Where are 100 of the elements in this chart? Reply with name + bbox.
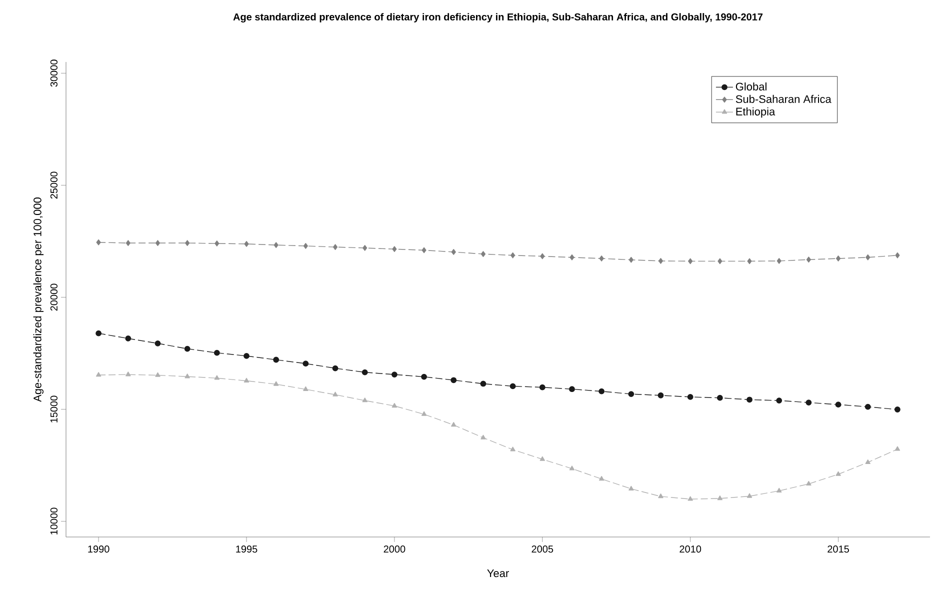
point (628, 256, 634, 263)
point (746, 493, 752, 498)
point (422, 247, 426, 254)
point (540, 253, 545, 260)
x-axis-title: Year (487, 569, 509, 578)
point (539, 384, 546, 390)
point (451, 249, 456, 255)
point (510, 383, 516, 390)
point (688, 496, 693, 501)
point (746, 396, 752, 403)
y-tick-label: 15000 (50, 396, 58, 422)
y-tick-label: 10000 (50, 508, 58, 534)
point (836, 471, 841, 476)
point (96, 330, 102, 336)
point (599, 256, 604, 262)
point (658, 258, 664, 264)
point (598, 476, 604, 481)
point (806, 256, 811, 263)
y-tick-label: 30000 (50, 60, 58, 87)
point (569, 466, 575, 470)
point (480, 251, 486, 257)
chart-title: Age standardized prevalence of dietary iron deficiency in Ethiopia, Sub-Saharan Africa, and Globally, 1990-2017 (233, 13, 763, 22)
point (96, 239, 101, 246)
point (126, 372, 131, 376)
point (806, 400, 812, 406)
point (628, 391, 634, 397)
point (747, 258, 752, 264)
point (658, 392, 664, 398)
point (421, 374, 427, 380)
y-axis-title: Age-standardized prevalence per 100,000 (33, 198, 44, 402)
point (450, 377, 457, 384)
point (244, 353, 250, 359)
point (184, 346, 190, 352)
point (332, 244, 338, 250)
point (126, 240, 130, 246)
point (96, 372, 102, 377)
point (392, 246, 397, 252)
x-tick-label: 2000 (384, 546, 406, 553)
point (184, 374, 190, 378)
point (569, 386, 575, 392)
point (303, 386, 308, 391)
y-tick-label: 25000 (50, 172, 58, 199)
point (273, 381, 279, 386)
point (835, 402, 842, 408)
point (688, 258, 693, 264)
point (391, 372, 398, 378)
x-tick-label: 2005 (532, 546, 554, 553)
point (776, 258, 782, 264)
point (480, 380, 486, 387)
x-tick-label: 1990 (88, 546, 110, 553)
point (244, 378, 250, 382)
x-tick-label: 2010 (680, 546, 702, 553)
point (214, 350, 220, 356)
point (332, 392, 338, 396)
point (362, 369, 368, 376)
point (332, 365, 338, 372)
point (836, 256, 841, 262)
point (894, 406, 900, 412)
point (274, 242, 278, 248)
point (154, 340, 161, 346)
point (540, 456, 545, 461)
point (480, 434, 486, 440)
legend-label: Ethiopia (736, 107, 776, 118)
point (214, 240, 220, 246)
point (155, 240, 160, 246)
point (392, 402, 398, 408)
point (510, 252, 516, 258)
point (776, 488, 782, 492)
point (362, 398, 368, 402)
point (718, 258, 722, 264)
point (362, 245, 368, 251)
point (894, 446, 900, 451)
legend-label: Sub-Saharan Africa (736, 94, 832, 103)
y-tick-label: 20000 (50, 284, 58, 311)
point (864, 404, 871, 410)
point (451, 422, 456, 427)
point (687, 394, 694, 400)
point (510, 446, 516, 452)
point (570, 254, 574, 260)
point (716, 394, 723, 401)
point (155, 372, 160, 377)
point (421, 411, 427, 416)
point (244, 240, 249, 247)
point (125, 336, 132, 342)
point (866, 254, 870, 260)
point (865, 459, 870, 464)
point (717, 496, 723, 500)
point (658, 493, 664, 498)
point (628, 486, 634, 490)
point (303, 242, 308, 249)
point (214, 375, 220, 380)
legend-label: Global (736, 82, 766, 91)
x-tick-label: 1995 (236, 546, 258, 553)
point (273, 356, 280, 363)
point (806, 480, 812, 486)
point (185, 240, 190, 246)
x-tick-label: 2015 (828, 546, 849, 553)
point (895, 252, 900, 258)
point (776, 398, 782, 404)
point (302, 360, 309, 367)
